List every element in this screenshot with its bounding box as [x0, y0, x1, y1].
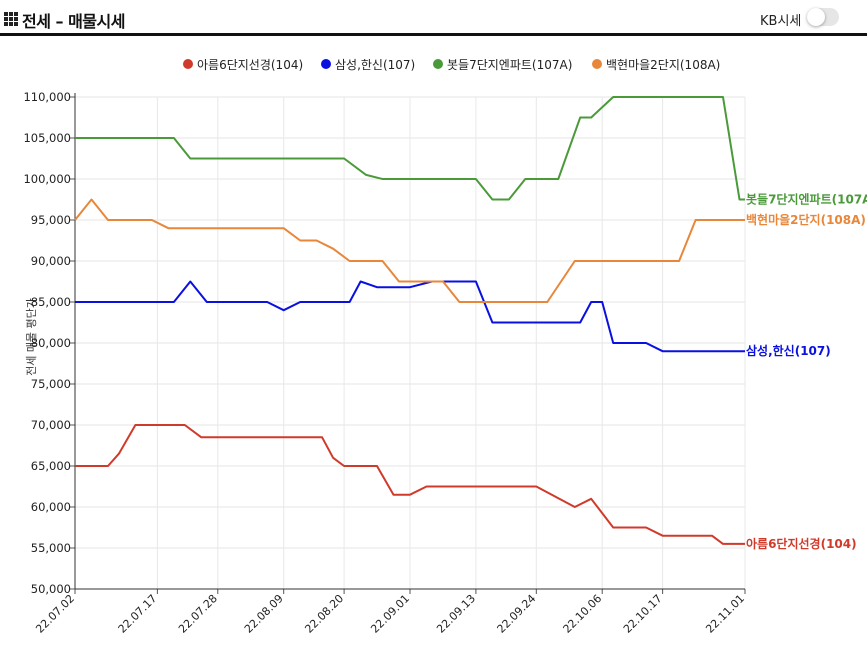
header-divider — [0, 33, 867, 36]
legend-label: 삼성,한신(107) — [335, 58, 416, 72]
x-tick-label: 22.08.09 — [242, 592, 286, 636]
kb-toggle[interactable] — [807, 8, 839, 26]
x-tick-label: 22.10.17 — [621, 592, 665, 636]
y-tick-label: 80,000 — [31, 336, 71, 350]
legend-label: 백현마을2단지(108A) — [606, 58, 721, 72]
y-tick-label: 65,000 — [31, 459, 71, 473]
y-tick-label: 110,000 — [23, 90, 71, 104]
series-line-1[interactable] — [75, 280, 745, 353]
x-tick-label: 22.09.13 — [434, 592, 478, 636]
y-tick-label: 75,000 — [31, 377, 71, 391]
y-tick-label: 85,000 — [31, 295, 71, 309]
series-line-3[interactable] — [74, 198, 745, 303]
grid-icon[interactable] — [4, 12, 18, 26]
x-tick-label: 22.07.02 — [33, 592, 77, 636]
x-tick-label: 22.07.28 — [176, 592, 220, 636]
legend-dot — [433, 59, 443, 69]
series-end-label-2: 봇들7단지엔파트(107A) — [746, 192, 867, 207]
y-tick-label: 100,000 — [23, 172, 71, 186]
series-end-label-0: 아름6단지선경(104) — [746, 536, 857, 551]
x-tick-label: 22.08.20 — [302, 592, 346, 636]
page-title: 전세 – 매물시세 — [22, 12, 125, 31]
y-tick-label: 60,000 — [31, 500, 71, 514]
x-tick-label: 22.09.24 — [495, 592, 539, 636]
y-tick-label: 90,000 — [31, 254, 71, 268]
x-tick-label: 22.07.17 — [116, 592, 160, 636]
y-tick-label: 105,000 — [23, 131, 71, 145]
legend-dot — [592, 59, 602, 69]
series-line-0[interactable] — [75, 424, 745, 545]
series-line-2[interactable] — [75, 96, 745, 201]
y-tick-label: 70,000 — [31, 418, 71, 432]
toggle-knob — [807, 8, 825, 26]
series-end-label-1: 삼성,한신(107) — [746, 343, 831, 358]
x-tick-label: 22.10.06 — [561, 592, 605, 636]
legend-label: 봇들7단지엔파트(107A) — [447, 58, 573, 72]
kb-toggle-label: KB시세 — [760, 14, 802, 29]
y-tick-label: 95,000 — [31, 213, 71, 227]
y-tick-label: 50,000 — [31, 582, 71, 596]
legend-label: 아름6단지선경(104) — [197, 58, 304, 72]
y-tick-label: 55,000 — [31, 541, 71, 555]
legend-dot — [183, 59, 193, 69]
legend-dot — [321, 59, 331, 69]
x-tick-label: 22.11.01 — [703, 592, 747, 636]
series-end-label-3: 백현마을2단지(108A) — [746, 212, 866, 227]
x-tick-label: 22.09.01 — [368, 592, 412, 636]
chart-legend: 아름6단지선경(104) 삼성,한신(107) 봇들7단지엔파트(107A) 백… — [0, 56, 867, 72]
page-header: 전세 – 매물시세 KB시세 — [0, 0, 867, 38]
